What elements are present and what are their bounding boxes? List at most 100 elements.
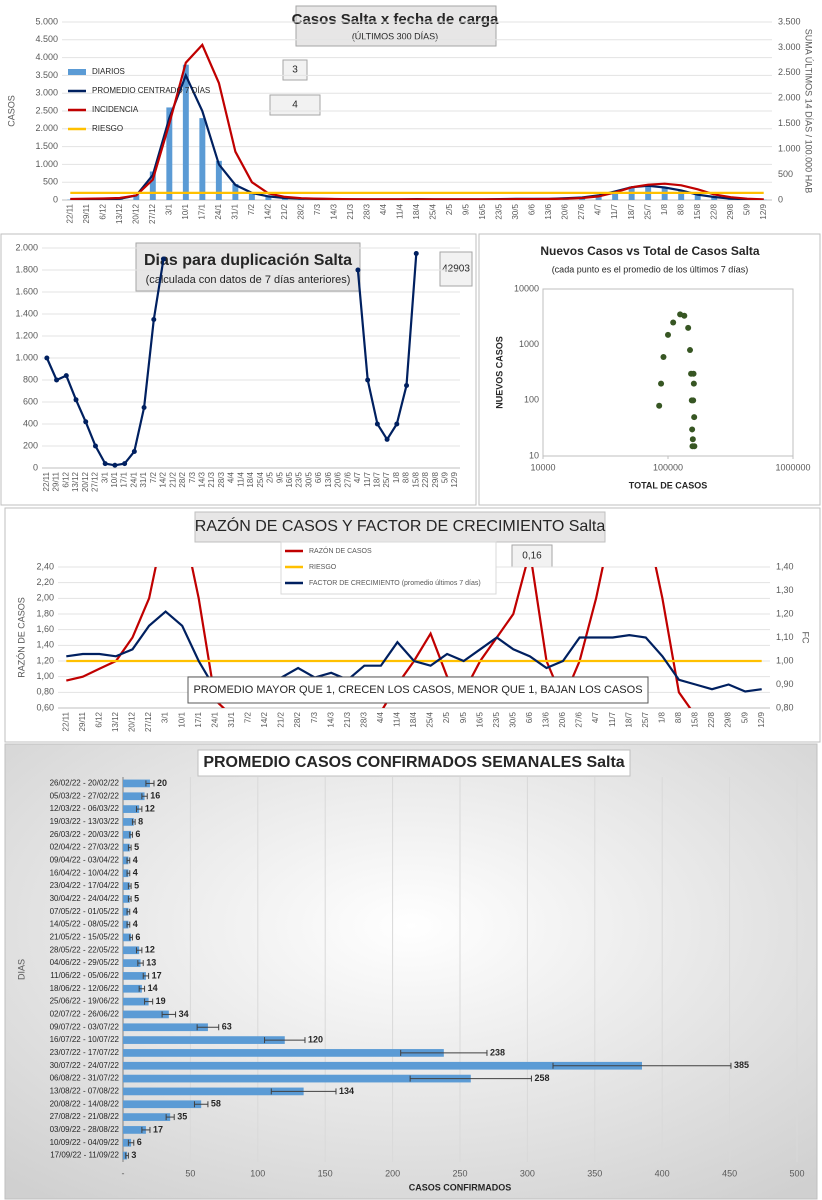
x-tick-label: 4/7 — [353, 471, 362, 483]
x-tick-label: 29/8 — [724, 711, 733, 727]
x-tick-label: 11/4 — [396, 203, 405, 219]
y-tick-label: 100 — [524, 395, 539, 405]
x-tick-label: 4/7 — [591, 711, 600, 723]
value-label: 4 — [133, 855, 138, 865]
x-tick-label: 1/8 — [657, 711, 666, 723]
annotation: 4 — [292, 100, 298, 111]
x-tick-label: 1/8 — [660, 203, 669, 215]
y-tick-label: 1.000 — [35, 159, 58, 169]
y-axis-label: RAZÓN DE CASOS — [16, 597, 26, 678]
x-tick-label: 18/4 — [409, 711, 418, 727]
y2-axis-label: SUMA ÚLTIMOS 14 DÍAS / 100.000 HAB — [804, 29, 814, 193]
legend-label: RIESGO — [92, 124, 123, 133]
error-bar — [125, 1152, 129, 1159]
x-tick-label: 11/4 — [393, 711, 402, 727]
bar — [123, 792, 145, 801]
y-axis-label: CASOS — [6, 95, 16, 127]
y-tick-label: 10000 — [514, 283, 539, 293]
x-tick-label: 25/4 — [429, 203, 438, 219]
error-bar — [144, 998, 154, 1005]
x-tick-label: 7/2 — [247, 203, 256, 215]
y-tick-label: 0,80 — [36, 687, 54, 697]
title-box — [135, 242, 361, 292]
y-tick-label: 23/07/22 - 17/07/22 — [50, 1048, 120, 1057]
x-tick-label: 6/6 — [314, 471, 323, 483]
value-label: 58 — [211, 1099, 221, 1109]
y-tick-label: 05/03/22 - 27/02/22 — [50, 791, 120, 800]
y-tick-label: 5.000 — [35, 16, 58, 26]
bar — [123, 959, 141, 967]
x-tick-label: 8/8 — [674, 711, 683, 723]
error-bar — [165, 1114, 175, 1121]
x-tick-label: 7/3 — [313, 203, 322, 215]
x-tick-label: 4/4 — [376, 711, 385, 723]
y-tick-label: 19/03/22 - 13/03/22 — [50, 817, 120, 826]
point — [691, 443, 698, 450]
y2-tick-label: 2.500 — [778, 67, 801, 77]
marker — [73, 397, 79, 403]
y-tick-label: 200 — [23, 440, 38, 450]
x-tick-label: 30/5 — [304, 471, 313, 487]
x-tick-label: 27/12 — [91, 471, 100, 492]
y-tick-label: 11/06/22 - 05/06/22 — [50, 971, 119, 980]
y-tick-label: 0,60 — [36, 702, 54, 712]
bar — [123, 984, 142, 993]
y-tick-label: 27/08/22 - 21/08/22 — [50, 1112, 120, 1121]
y-tick-label: 10/09/22 - 04/09/22 — [50, 1138, 120, 1147]
y-tick-label: 1,80 — [36, 608, 54, 618]
x-tick-label: 9/5 — [462, 203, 471, 215]
marker — [83, 419, 89, 425]
marker — [92, 443, 98, 449]
bar — [123, 1023, 208, 1032]
x-tick-label: 20/6 — [558, 711, 567, 727]
x-tick-label: 23/5 — [295, 471, 304, 487]
x-tick-label: 20/12 — [128, 711, 137, 732]
bar — [166, 107, 173, 200]
y-tick-label: 1,60 — [36, 624, 54, 634]
note: PROMEDIO MAYOR QUE 1, CRECEN LOS CASOS, … — [193, 684, 642, 696]
bar — [123, 818, 134, 826]
bar — [123, 907, 129, 916]
x-tick-label: 16/5 — [285, 471, 294, 487]
value-label: 17 — [152, 970, 162, 980]
y2-tick-label: 1,20 — [776, 608, 794, 618]
point — [690, 370, 697, 377]
y-tick-label: 02/07/22 - 26/06/22 — [50, 1010, 120, 1019]
bar — [711, 196, 718, 200]
error-bar — [131, 818, 136, 825]
y-tick-label: 1.800 — [15, 264, 38, 274]
error-bar — [126, 921, 131, 928]
bar — [215, 160, 222, 200]
marker — [365, 377, 371, 383]
x-tick-label: - — [122, 1168, 125, 1178]
bar — [123, 920, 129, 929]
x-tick-label: 11/7 — [610, 203, 619, 219]
bar — [123, 1036, 285, 1044]
x-axis-label: TOTAL DE CASOS — [629, 480, 708, 490]
bar — [123, 1138, 132, 1147]
x-tick-label: 17/1 — [194, 711, 203, 727]
value-label: 258 — [534, 1073, 549, 1083]
error-bar — [126, 857, 131, 864]
error-bar — [270, 1088, 337, 1095]
y2-tick-label: 1,10 — [776, 632, 794, 642]
error-bar — [196, 1024, 220, 1031]
chart-subtitle: (ÚLTIMOS 300 DÍAS) — [352, 31, 438, 41]
bar — [123, 843, 130, 852]
panel — [4, 743, 818, 1200]
x-tick-label: 21/2 — [280, 203, 289, 219]
bar — [123, 869, 129, 878]
y2-tick-label: 2.000 — [778, 93, 801, 103]
x-tick-label: 15/8 — [411, 471, 420, 487]
x-tick-label: 7/2 — [244, 711, 253, 723]
x-tick-label: 18/7 — [627, 203, 636, 219]
y-tick-label: 2,00 — [36, 593, 54, 603]
x-tick-label: 20/12 — [81, 471, 90, 492]
bar — [678, 190, 685, 200]
y-tick-label: 2.000 — [15, 242, 38, 252]
line — [70, 42, 764, 200]
bar — [123, 1100, 202, 1109]
value-label: 4 — [133, 906, 138, 916]
x-tick-label: 28/2 — [178, 471, 187, 487]
x-tick-label: 5/9 — [740, 711, 749, 723]
